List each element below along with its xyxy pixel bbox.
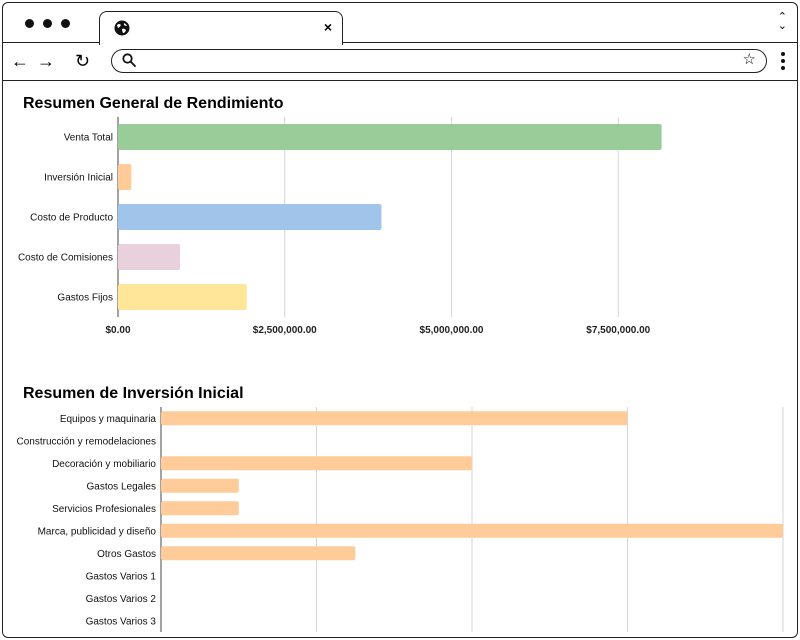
bar xyxy=(118,244,181,270)
chevron-up-down-icon[interactable]: ⌃ ⌄ xyxy=(777,11,787,32)
browser-tab[interactable]: × xyxy=(99,11,343,45)
category-label: Gastos Legales xyxy=(87,481,157,492)
category-label: Costo de Producto xyxy=(30,213,113,224)
url-input[interactable] xyxy=(144,52,728,70)
back-icon[interactable]: ← xyxy=(11,51,29,71)
chart-title: Resumen General de Rendimiento xyxy=(23,95,284,112)
chart-title: Resumen de Inversión Inicial xyxy=(23,385,244,402)
category-label: Otros Gastos xyxy=(97,549,156,560)
category-label: Venta Total xyxy=(64,133,113,144)
window-dot-icon[interactable] xyxy=(43,19,52,28)
nav-bar: ← → ↻ ☆ xyxy=(3,43,797,81)
menu-icon[interactable] xyxy=(781,52,785,70)
bar xyxy=(118,204,382,230)
star-icon[interactable]: ☆ xyxy=(742,51,756,68)
bar xyxy=(161,546,356,561)
investment-chart: Equipos y maquinaria Construcción y remod… xyxy=(16,407,784,632)
bar xyxy=(161,523,783,538)
category-label: Gastos Varios 3 xyxy=(86,616,157,627)
category-label: Costo de Comisiones xyxy=(18,253,113,264)
category-label: Gastos Varios 2 xyxy=(86,594,157,605)
x-tick-label: $5,000,000.00 xyxy=(420,325,484,336)
bar xyxy=(118,164,132,190)
window-controls xyxy=(25,19,70,28)
x-tick-label: $7,500,000.00 xyxy=(586,325,650,336)
reload-icon[interactable]: ↻ xyxy=(75,51,91,71)
window-dot-icon[interactable] xyxy=(61,19,70,28)
address-bar[interactable]: ☆ xyxy=(111,49,767,73)
bar xyxy=(118,124,662,150)
bar xyxy=(161,456,472,471)
globe-icon xyxy=(114,20,130,36)
bar xyxy=(161,478,239,493)
bar xyxy=(161,501,239,516)
category-label: Decoración y mobiliario xyxy=(52,459,156,470)
bar xyxy=(118,284,247,310)
window-dot-icon[interactable] xyxy=(25,19,34,28)
tab-bar: × ⌃ ⌄ xyxy=(3,3,797,45)
performance-chart: $0.00 $2,500,000.00 $5,000,000.00 $7,500,00… xyxy=(18,117,662,336)
bar xyxy=(161,411,628,426)
page-content: Resumen General de Rendimiento $0.00 $2,5… xyxy=(3,81,797,637)
search-icon xyxy=(122,53,136,67)
close-icon[interactable]: × xyxy=(323,19,332,35)
forward-icon[interactable]: → xyxy=(37,51,55,71)
category-label: Gastos Varios 1 xyxy=(86,571,157,582)
category-label: Servicios Profesionales xyxy=(52,504,156,515)
category-label: Equipos y maquinaria xyxy=(60,414,157,425)
category-label: Marca, publicidad y diseño xyxy=(38,526,157,537)
x-tick-label: $0.00 xyxy=(105,325,130,336)
category-label: Inversión Inicial xyxy=(44,173,113,184)
category-label: Construcción y remodelaciones xyxy=(16,436,156,447)
category-label: Gastos Fijos xyxy=(57,293,113,304)
x-tick-label: $2,500,000.00 xyxy=(253,325,317,336)
